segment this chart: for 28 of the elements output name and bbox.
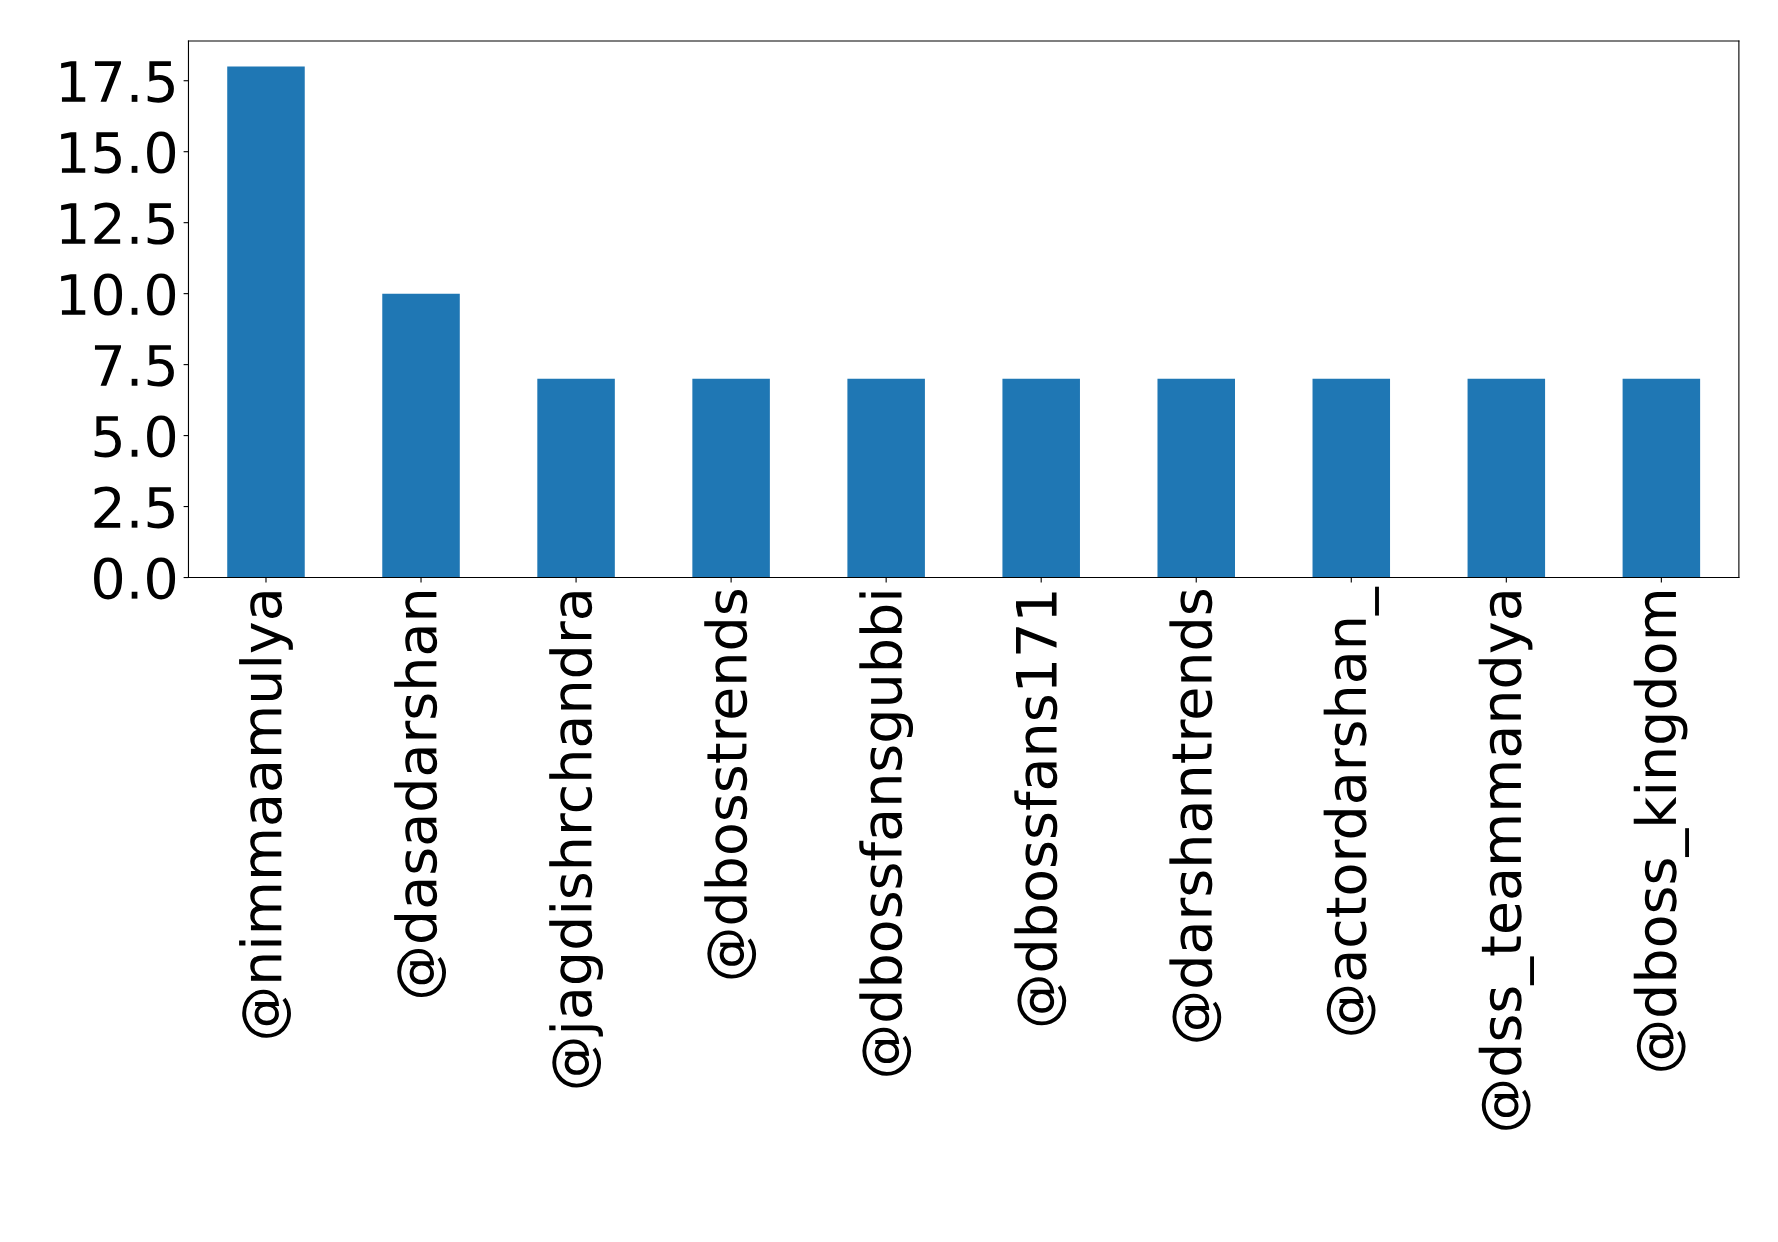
bar [537,378,615,578]
bar [1467,378,1546,578]
bar [227,66,305,578]
y-tick-label: 2.5 [94,486,174,529]
y-tick-label: 12.5 [61,202,174,245]
x-tick-label: @nimmaamulya [239,592,293,1038]
y-tick-label: 0.0 [94,557,176,600]
bar [1157,378,1235,578]
bar [1622,378,1701,578]
bar [692,378,770,578]
bar [847,378,925,578]
bar [382,293,460,578]
y-tick-label: 10.0 [61,273,176,316]
x-tick-label: @dss_teammandya [1478,592,1534,1130]
x-tick-label: @dbossfansgubbi [859,592,914,1076]
x-tick-label: @jagdishrchandra [549,592,603,1088]
x-tick-label: @dasadarshan [394,591,447,997]
y-tick-label: 15.0 [61,131,176,174]
x-tick-label: @actordarshan_ [1323,586,1379,1035]
bar [1312,378,1391,578]
x-tick-label: @dbosstrends [704,589,757,979]
y-tick-label: 17.5 [61,61,174,103]
bar [1002,378,1080,578]
x-tick-label: @darshantrends [1169,589,1222,1042]
y-tick-label: 5.0 [94,415,176,458]
x-tick-label: @dboss_kingdom [1633,591,1690,1071]
x-tick-label: @dbossfans171 [1014,592,1067,1026]
y-tick-label: 7.5 [94,345,174,387]
